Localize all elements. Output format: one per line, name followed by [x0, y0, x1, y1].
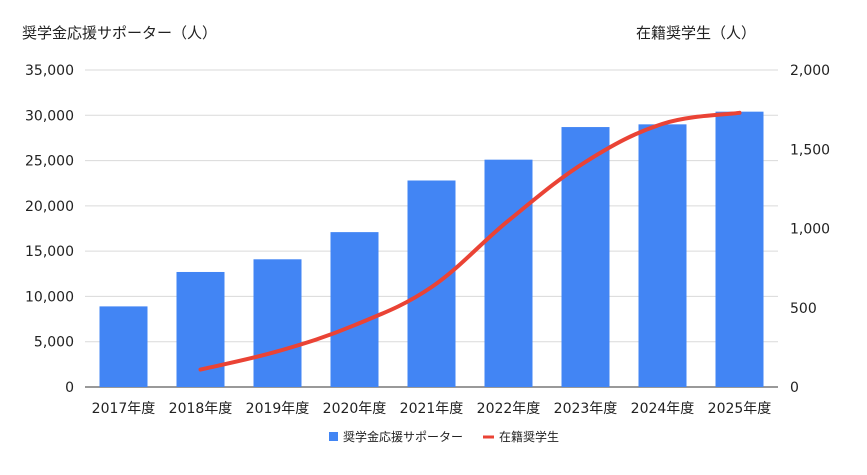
- right-tick-label: 500: [790, 301, 817, 317]
- series-line: [198, 110, 742, 372]
- right-tick-label: 2,000: [790, 63, 830, 79]
- bar: [330, 232, 379, 387]
- x-tick-label: 2021年度: [400, 401, 464, 417]
- right-axis-title: 在籍奨学生（人）: [636, 24, 756, 42]
- left-tick-label: 20,000: [25, 199, 74, 215]
- legend-label-supporters: 奨学金応援サポーター: [343, 429, 463, 444]
- x-tick-label: 2022年度: [477, 401, 541, 417]
- legend-swatch-supporters: [329, 432, 338, 441]
- bar: [253, 259, 302, 387]
- line-series: [198, 110, 742, 372]
- right-tick-label: 1,500: [790, 142, 830, 158]
- left-tick-label: 5,000: [34, 335, 74, 351]
- left-tick-label: 10,000: [25, 289, 74, 305]
- right-tick-label: 0: [790, 380, 799, 396]
- axes: 0 5,000 10,000 15,000 20,000 25,000 30,000 35,0…: [25, 63, 830, 417]
- bar: [638, 124, 687, 387]
- bar: [484, 159, 533, 387]
- x-tick-label: 2019年度: [246, 401, 310, 417]
- left-tick-label: 30,000: [25, 108, 74, 124]
- bar-series: [99, 111, 764, 388]
- right-tick-label: 1,000: [790, 222, 830, 238]
- left-tick-label: 0: [65, 380, 74, 396]
- x-tick-label: 2023年度: [554, 401, 618, 417]
- bar: [561, 127, 610, 387]
- x-tick-label: 2018年度: [169, 401, 233, 417]
- bar: [407, 180, 456, 387]
- x-tick-label: 2025年度: [708, 401, 772, 417]
- left-tick-label: 15,000: [25, 244, 74, 260]
- bar: [99, 306, 148, 387]
- legend-label-students: 在籍奨学生: [499, 429, 559, 444]
- x-tick-label: 2024年度: [631, 401, 695, 417]
- x-tick-label: 2020年度: [323, 401, 387, 417]
- left-axis-title: 奨学金応援サポーター（人）: [22, 24, 217, 42]
- bar: [715, 111, 764, 388]
- x-tick-label: 2017年度: [92, 401, 156, 417]
- left-tick-label: 35,000: [25, 63, 74, 79]
- left-tick-label: 25,000: [25, 154, 74, 170]
- legend: 奨学金応援サポーター 在籍奨学生: [329, 429, 559, 444]
